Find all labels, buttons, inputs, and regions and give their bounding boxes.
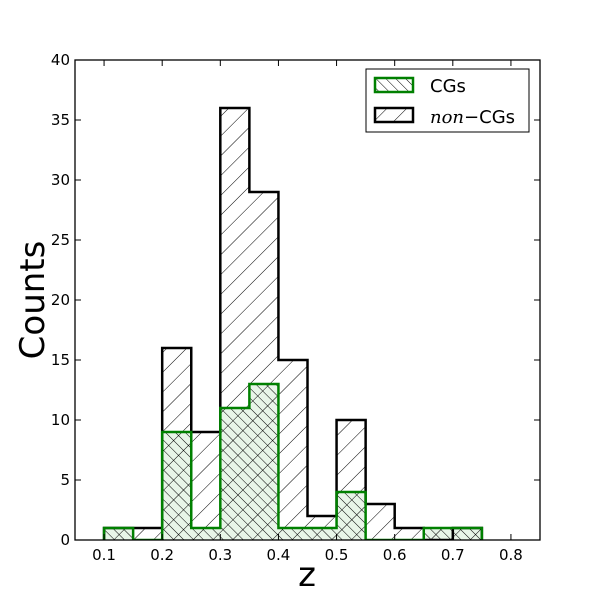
y-axis-label: Counts — [13, 241, 53, 360]
legend-swatch-cg — [373, 76, 415, 94]
cg-bar-3 — [191, 528, 221, 540]
non-cg-bar-6 — [278, 360, 308, 540]
legend-label-non-cg: non−CGs — [430, 107, 515, 128]
x-tick-label: 0.1 — [92, 546, 116, 564]
cg-bar-11 — [423, 528, 453, 540]
x-axis-label: z — [298, 555, 316, 595]
cg-bar-8 — [336, 492, 366, 540]
x-tick-label: 0.5 — [325, 546, 349, 564]
legend-label-cg: CGs — [430, 76, 466, 97]
y-tick-label: 35 — [51, 111, 70, 129]
y-tick-label: 0 — [60, 531, 70, 549]
y-axis: 0 5 10 15 20 25 30 35 40 — [51, 51, 540, 549]
cg-bar-7 — [307, 528, 337, 540]
cg-series — [104, 384, 482, 540]
legend-label-non-cg-dash: − — [464, 107, 479, 128]
y-tick-label: 30 — [51, 171, 70, 189]
cg-bar-2 — [162, 432, 192, 540]
x-tick-label: 0.4 — [267, 546, 291, 564]
non-cg-bar-3 — [191, 432, 221, 540]
non-cg-bar-9 — [365, 504, 395, 540]
cg-bar-12 — [452, 528, 482, 540]
plot-area — [102, 106, 484, 540]
cg-bar-5 — [249, 384, 279, 540]
legend-label-non-cg-suffix: CGs — [479, 107, 515, 128]
cg-bar-6 — [278, 528, 308, 540]
x-tick-label: 0.8 — [499, 546, 523, 564]
y-tick-label: 25 — [51, 231, 70, 249]
legend-label-non-cg-prefix: non — [430, 107, 464, 128]
legend-swatch-non-cg — [373, 106, 415, 124]
y-tick-label: 5 — [60, 471, 70, 489]
y-tick-label: 20 — [51, 291, 70, 309]
y-tick-label: 40 — [51, 51, 70, 69]
cg-series-outline — [102, 382, 484, 540]
cg-bar-0 — [104, 528, 134, 540]
non-cg-bar-1 — [133, 528, 163, 540]
x-tick-label: 0.2 — [150, 546, 174, 564]
x-tick-label: 0.3 — [208, 546, 232, 564]
x-axis: 0.1 0.2 0.3 0.4 0.5 0.6 0.7 0.8 — [92, 60, 523, 564]
y-tick-label: 10 — [51, 411, 70, 429]
x-tick-label: 0.7 — [441, 546, 465, 564]
non-cg-bar-10 — [394, 528, 424, 540]
non-cg-series — [104, 108, 482, 540]
cg-bar-4 — [220, 408, 250, 540]
y-tick-label: 15 — [51, 351, 70, 369]
legend: CGs non−CGs — [365, 68, 530, 133]
x-tick-label: 0.6 — [383, 546, 407, 564]
